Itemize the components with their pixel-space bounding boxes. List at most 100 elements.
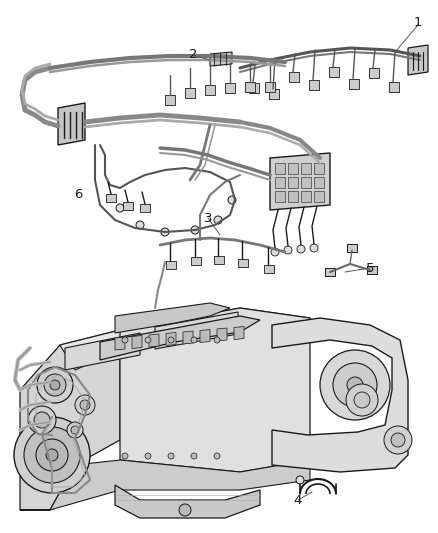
Polygon shape: [210, 52, 232, 66]
Polygon shape: [20, 460, 310, 510]
Polygon shape: [115, 485, 260, 518]
Polygon shape: [369, 68, 379, 78]
Circle shape: [71, 426, 79, 434]
Polygon shape: [325, 268, 335, 276]
Polygon shape: [289, 72, 299, 82]
Polygon shape: [217, 328, 227, 341]
Polygon shape: [183, 331, 193, 344]
Polygon shape: [265, 82, 275, 92]
Circle shape: [391, 433, 405, 447]
Polygon shape: [155, 312, 238, 349]
Text: 3: 3: [204, 212, 212, 224]
Polygon shape: [245, 82, 255, 92]
Circle shape: [271, 248, 279, 256]
Polygon shape: [249, 83, 259, 93]
Circle shape: [122, 453, 128, 459]
Circle shape: [122, 337, 128, 343]
Text: 6: 6: [74, 189, 82, 201]
Circle shape: [214, 453, 220, 459]
Polygon shape: [200, 329, 210, 343]
Circle shape: [67, 422, 83, 438]
Circle shape: [346, 384, 378, 416]
Circle shape: [191, 337, 197, 343]
Polygon shape: [288, 177, 298, 188]
Polygon shape: [225, 83, 235, 93]
Polygon shape: [115, 303, 230, 333]
Circle shape: [136, 221, 144, 229]
Polygon shape: [106, 194, 116, 202]
Polygon shape: [314, 177, 324, 188]
Polygon shape: [301, 177, 311, 188]
Circle shape: [228, 196, 236, 204]
Polygon shape: [100, 316, 260, 360]
Polygon shape: [238, 259, 248, 267]
Polygon shape: [185, 88, 195, 98]
Polygon shape: [301, 163, 311, 174]
Polygon shape: [408, 45, 428, 75]
Circle shape: [50, 380, 60, 390]
Polygon shape: [301, 191, 311, 202]
Polygon shape: [314, 191, 324, 202]
Polygon shape: [65, 333, 140, 370]
Circle shape: [191, 226, 199, 234]
Polygon shape: [234, 327, 244, 340]
Circle shape: [24, 427, 80, 483]
Circle shape: [34, 412, 50, 428]
Circle shape: [296, 476, 304, 484]
Polygon shape: [272, 318, 408, 472]
Polygon shape: [132, 335, 142, 349]
Circle shape: [214, 216, 222, 224]
Polygon shape: [205, 85, 215, 95]
Polygon shape: [389, 82, 399, 92]
Polygon shape: [275, 163, 285, 174]
Text: 1: 1: [414, 15, 422, 28]
Polygon shape: [166, 261, 176, 269]
Circle shape: [145, 337, 151, 343]
Polygon shape: [347, 244, 357, 252]
Text: 2: 2: [189, 49, 197, 61]
Polygon shape: [309, 80, 319, 90]
Polygon shape: [288, 191, 298, 202]
Text: 4: 4: [294, 494, 302, 506]
Polygon shape: [123, 202, 133, 210]
Polygon shape: [214, 256, 224, 264]
Polygon shape: [166, 333, 176, 345]
Circle shape: [320, 350, 390, 420]
Circle shape: [14, 417, 90, 493]
Circle shape: [179, 504, 191, 516]
Polygon shape: [140, 204, 150, 212]
Polygon shape: [367, 266, 377, 274]
Circle shape: [191, 453, 197, 459]
Polygon shape: [275, 177, 285, 188]
Circle shape: [161, 228, 169, 236]
Circle shape: [36, 439, 68, 471]
Circle shape: [145, 453, 151, 459]
Circle shape: [116, 204, 124, 212]
Polygon shape: [270, 153, 330, 210]
Circle shape: [44, 374, 66, 396]
Circle shape: [75, 395, 95, 415]
Polygon shape: [314, 163, 324, 174]
Circle shape: [168, 453, 174, 459]
Circle shape: [168, 337, 174, 343]
Circle shape: [384, 426, 412, 454]
Polygon shape: [329, 67, 339, 77]
Polygon shape: [165, 95, 175, 105]
Polygon shape: [115, 337, 125, 350]
Circle shape: [310, 244, 318, 252]
Polygon shape: [149, 334, 159, 347]
Polygon shape: [269, 89, 279, 99]
Circle shape: [37, 367, 73, 403]
Circle shape: [284, 246, 292, 254]
Circle shape: [46, 449, 58, 461]
Polygon shape: [58, 103, 85, 145]
Polygon shape: [349, 79, 359, 89]
Circle shape: [28, 406, 56, 434]
Text: 5: 5: [366, 262, 374, 274]
Polygon shape: [264, 265, 274, 273]
Polygon shape: [191, 257, 201, 265]
Polygon shape: [20, 330, 120, 510]
Polygon shape: [60, 308, 310, 370]
Polygon shape: [120, 308, 310, 472]
Circle shape: [333, 363, 377, 407]
